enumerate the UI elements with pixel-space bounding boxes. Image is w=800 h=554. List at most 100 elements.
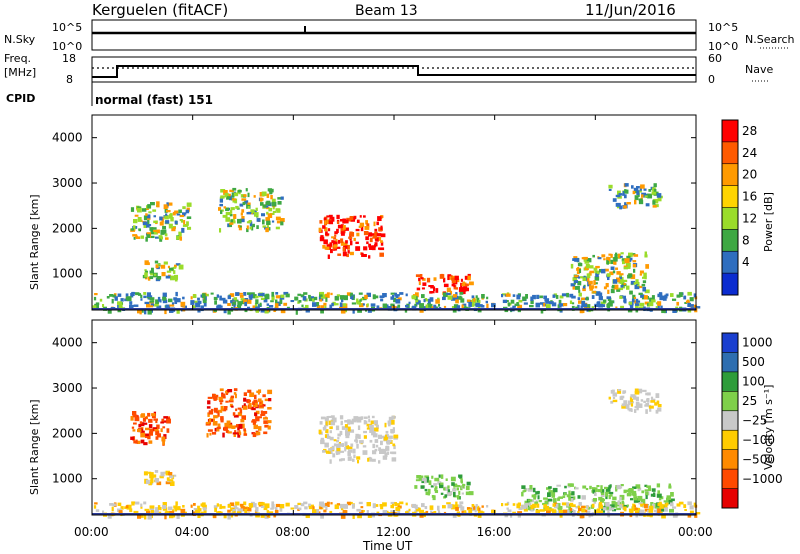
data-cell <box>581 505 586 509</box>
data-cell <box>565 510 570 514</box>
data-cell <box>340 458 345 461</box>
data-cell <box>193 508 198 511</box>
data-cell <box>325 503 328 506</box>
data-cell <box>580 305 583 308</box>
data-cell <box>192 294 197 299</box>
data-cell <box>668 499 673 505</box>
data-cell <box>263 299 268 303</box>
data-cell <box>180 301 186 307</box>
data-cell <box>593 280 596 286</box>
data-cell <box>656 483 661 488</box>
data-cell <box>544 298 550 302</box>
data-cell <box>325 297 328 302</box>
data-cell <box>616 507 621 511</box>
data-cell <box>197 297 200 301</box>
data-cell <box>552 294 556 298</box>
data-cell <box>232 302 237 306</box>
data-cell <box>139 514 144 518</box>
data-cell <box>274 509 279 515</box>
data-cell <box>131 501 135 506</box>
data-cell <box>634 199 637 205</box>
data-cell <box>516 503 521 509</box>
data-cell <box>644 489 649 492</box>
data-cell <box>585 488 589 491</box>
colorbar-tick-label: 20 <box>742 168 757 182</box>
data-cell <box>205 293 209 297</box>
data-cell <box>207 400 211 405</box>
data-cell <box>408 301 411 305</box>
data-cell <box>574 258 580 262</box>
data-cell <box>450 275 453 279</box>
data-cell <box>399 292 404 295</box>
data-cell <box>271 291 275 297</box>
data-cell <box>622 260 626 265</box>
y-tick-label: 3000 <box>52 381 83 395</box>
data-cell <box>372 458 376 462</box>
data-cell <box>280 308 286 314</box>
data-cell <box>319 506 323 510</box>
data-cell <box>623 265 628 268</box>
data-cell <box>514 303 520 306</box>
data-cell <box>216 294 220 298</box>
data-cell <box>593 500 597 504</box>
data-cell <box>249 226 252 230</box>
data-cell <box>566 502 569 507</box>
data-cell <box>632 260 637 263</box>
data-cell <box>312 302 317 307</box>
data-cell <box>501 293 507 296</box>
data-cell <box>523 302 528 305</box>
nave-tick-top: 60 <box>708 52 722 65</box>
data-cell <box>352 514 355 519</box>
data-cell <box>683 295 687 300</box>
data-cell <box>239 203 244 207</box>
data-cell <box>414 485 418 489</box>
data-cell <box>214 427 217 432</box>
data-cell <box>672 298 677 301</box>
data-cell <box>672 506 677 509</box>
data-cell <box>421 287 425 290</box>
data-cell <box>512 503 516 506</box>
data-cell <box>275 208 280 212</box>
data-cell <box>290 507 295 510</box>
data-cell <box>583 509 588 513</box>
data-cell <box>137 308 142 314</box>
data-cell <box>169 267 174 271</box>
data-cell <box>435 288 439 293</box>
data-cell <box>635 514 639 518</box>
data-cell <box>318 429 322 435</box>
data-cell <box>351 302 357 305</box>
data-cell <box>220 505 226 509</box>
data-cell <box>574 275 579 278</box>
data-cell <box>233 192 239 197</box>
data-cell <box>524 500 530 505</box>
data-cell <box>340 231 345 236</box>
data-cell <box>229 214 233 217</box>
data-cell <box>440 474 444 479</box>
data-cell <box>329 242 333 247</box>
data-cell <box>263 204 267 208</box>
data-cell <box>366 427 370 430</box>
data-cell <box>593 498 597 502</box>
data-cell <box>229 293 235 297</box>
data-cell <box>140 298 143 301</box>
data-cell <box>257 391 260 395</box>
data-cell <box>358 510 362 513</box>
data-cell <box>607 276 610 281</box>
data-cell <box>200 305 204 309</box>
data-cell <box>224 422 230 428</box>
data-cell <box>244 200 249 204</box>
data-cell <box>628 488 634 493</box>
data-cell <box>486 505 489 508</box>
data-cell <box>258 389 262 393</box>
data-cell <box>240 506 245 509</box>
data-cell <box>397 297 402 301</box>
data-cell <box>695 306 701 309</box>
data-cell <box>279 506 283 512</box>
data-cell <box>644 251 648 257</box>
data-cell <box>253 294 257 299</box>
data-cell <box>460 478 463 483</box>
data-cell <box>219 399 224 403</box>
data-cell <box>169 213 173 218</box>
data-cell <box>154 470 159 473</box>
